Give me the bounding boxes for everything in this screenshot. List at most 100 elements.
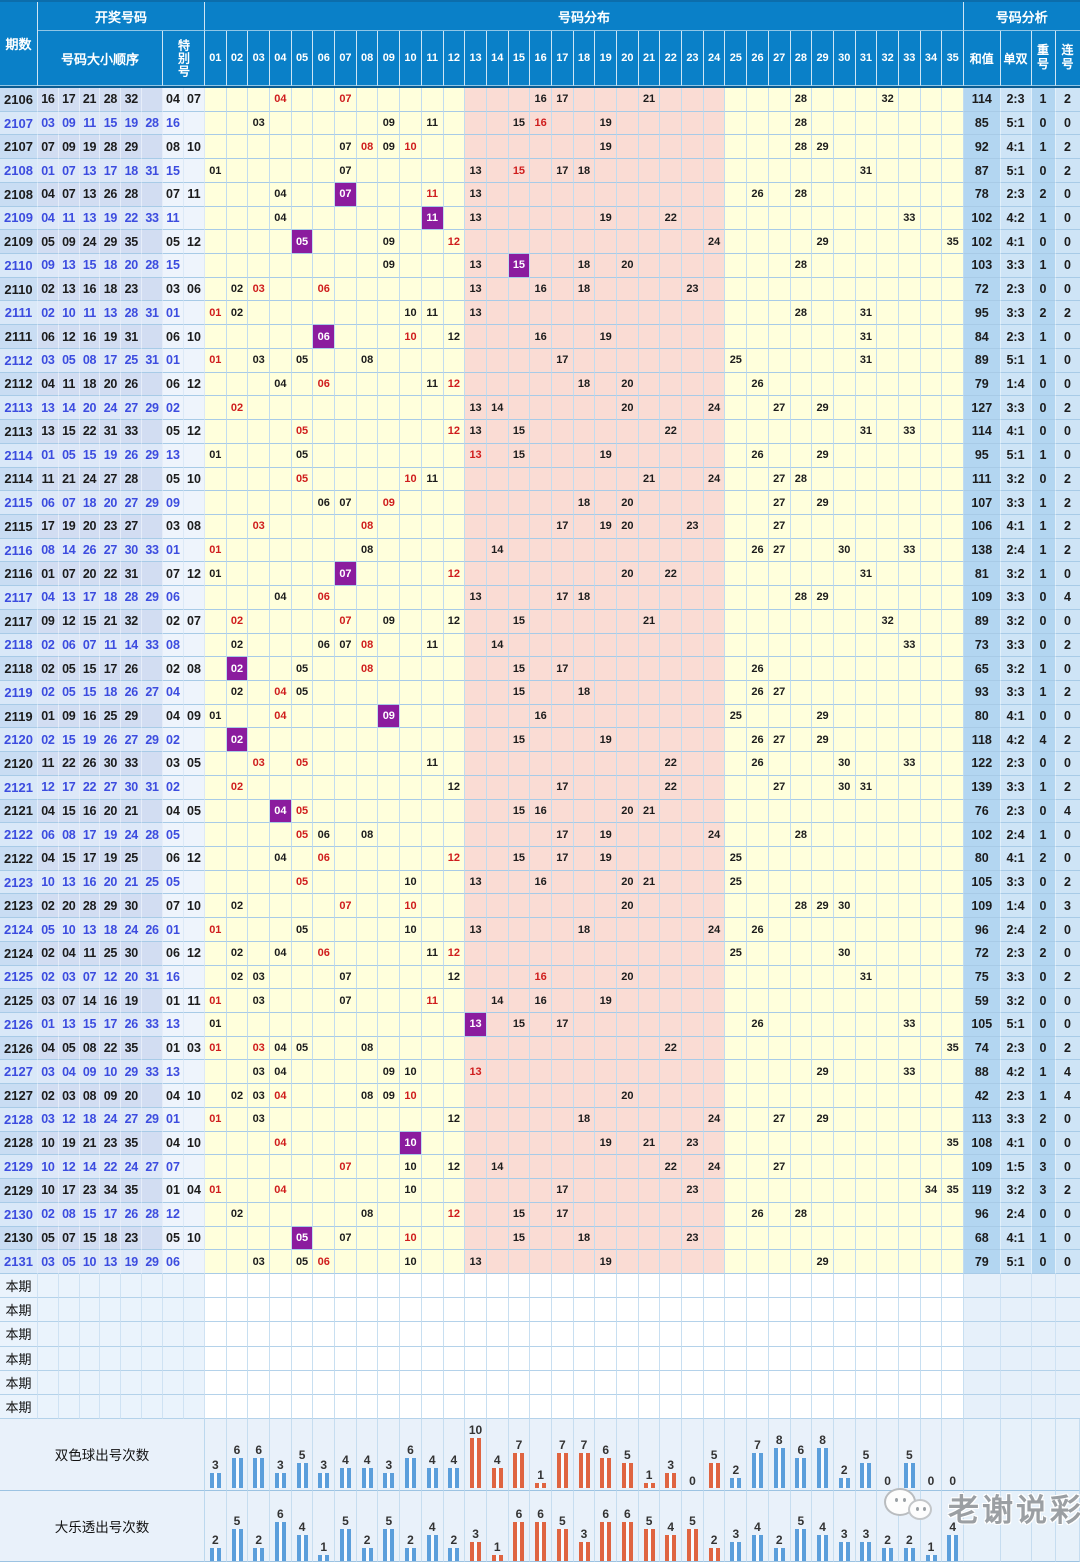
dist-cell-02: 02 xyxy=(226,775,249,800)
chart-bar-cell-27: 2 xyxy=(768,1490,791,1563)
special-cell xyxy=(183,206,205,231)
dist-cell-04 xyxy=(270,135,292,160)
dist-cell-29 xyxy=(812,1084,834,1108)
repeat-cell: 1 xyxy=(1031,538,1056,563)
dist-cell-07 xyxy=(335,206,357,231)
consecutive-cell: 0 xyxy=(1055,1107,1080,1132)
dist-cell-18 xyxy=(573,88,596,112)
dist-cell-14 xyxy=(486,775,509,800)
ball-cell xyxy=(142,941,163,966)
dist-cell-03: 03 xyxy=(248,1036,271,1061)
repeat-cell: 3 xyxy=(1031,1155,1056,1180)
dist-cell-05: 05 xyxy=(291,752,314,776)
dist-cell-08 xyxy=(356,372,379,397)
dist-cell-26: 26 xyxy=(747,680,769,705)
special-cell: 02 xyxy=(162,609,184,634)
dist-cell-19 xyxy=(595,182,618,207)
ball-cell: 14 xyxy=(58,396,80,421)
dist-column-header-06: 06 xyxy=(313,31,336,86)
dist-cell-35 xyxy=(942,111,965,136)
dist-cell-25 xyxy=(725,254,748,278)
sum-cell: 105 xyxy=(964,870,1001,895)
dist-cell-34 xyxy=(920,182,943,207)
dist-column-header-10: 10 xyxy=(400,31,422,86)
dist-cell-27 xyxy=(768,1298,791,1323)
ball-cell: 10 xyxy=(58,301,80,326)
dist-cell-29: 29 xyxy=(812,1060,834,1085)
dist-cell-08 xyxy=(356,941,379,966)
dist-cell-26 xyxy=(747,965,769,990)
dist-cell-29 xyxy=(812,1179,834,1203)
odd-even-cell: 4:1 xyxy=(1000,1226,1032,1251)
dist-cell-24 xyxy=(703,491,726,515)
dist-cell-18 xyxy=(573,1322,596,1347)
ball-cell: 13 xyxy=(58,586,80,610)
chart-bar-cell-18: 7 xyxy=(573,1419,596,1491)
dist-cell-13 xyxy=(465,941,487,966)
dist-cell-23 xyxy=(682,965,704,990)
period-cell: 2116 xyxy=(0,538,38,563)
chart-value-label: 5 xyxy=(710,1447,718,1462)
dist-cell-26 xyxy=(747,159,769,183)
dist-cell-06 xyxy=(313,230,336,255)
dist-cell-31 xyxy=(855,88,878,112)
dist-cell-27: 27 xyxy=(768,396,791,421)
ball-cell: 19 xyxy=(121,989,143,1014)
dist-cell-30 xyxy=(833,1060,856,1085)
ball-cell: 13 xyxy=(58,254,80,278)
repeat-cell: 1 xyxy=(1031,443,1056,468)
chart-bar-cell-33: 5 xyxy=(898,1419,921,1491)
chart-bar xyxy=(795,1528,807,1562)
special-cell: 06 xyxy=(162,372,184,397)
sum-cell: 68 xyxy=(964,1226,1001,1251)
dist-cell-08 xyxy=(356,467,379,492)
dist-cell-26 xyxy=(747,1036,769,1061)
dist-cell-35 xyxy=(942,514,965,539)
dist-cell-27: 27 xyxy=(768,538,791,563)
chart-bar-cell-06: 3 xyxy=(313,1419,336,1491)
dist-cell-09 xyxy=(378,1202,401,1227)
dist-cell-07: 07 xyxy=(335,1155,357,1180)
dist-cell-09: 09 xyxy=(378,111,401,136)
dist-cell-31 xyxy=(855,491,878,515)
ball-cell: 27 xyxy=(121,491,143,515)
dist-cell-18 xyxy=(573,514,596,539)
dist-cell-10 xyxy=(400,420,422,444)
ball-cell: 10 xyxy=(79,1250,101,1274)
dist-cell-15: 15 xyxy=(508,420,531,444)
dist-cell-33 xyxy=(898,1084,921,1108)
dist-cell-29 xyxy=(812,1394,834,1420)
dist-cell-06 xyxy=(313,775,336,800)
dist-cell-15 xyxy=(508,1155,531,1180)
dist-cell-30 xyxy=(833,254,856,278)
dist-cell-18 xyxy=(573,301,596,326)
dist-cell-12 xyxy=(443,443,466,468)
dist-cell-26 xyxy=(747,1131,769,1156)
chart-bar xyxy=(470,1541,482,1562)
dist-cell-01 xyxy=(204,633,227,658)
dist-cell-16 xyxy=(530,396,552,421)
dist-cell-09: 09 xyxy=(378,704,401,729)
dist-cell-07 xyxy=(335,1273,357,1299)
dist-cell-25 xyxy=(725,1013,748,1037)
sum-cell: 92 xyxy=(964,135,1001,160)
dist-cell-11: 11 xyxy=(421,633,444,658)
dist-cell-26 xyxy=(747,230,769,255)
chart-value-label: 6 xyxy=(797,1442,805,1457)
dist-cell-27 xyxy=(768,1202,791,1227)
dist-cell-24 xyxy=(703,1298,726,1323)
dist-cell-20: 20 xyxy=(617,514,639,539)
chart-bar-cell-18: 3 xyxy=(573,1490,596,1563)
chart-bar-cell-33: 2 xyxy=(898,1490,921,1563)
dist-cell-11: 11 xyxy=(421,206,444,231)
consecutive-cell: 2 xyxy=(1055,88,1080,112)
repeat-cell: 1 xyxy=(1031,514,1056,539)
dist-cell-18 xyxy=(573,609,596,634)
dist-cell-07: 07 xyxy=(335,562,357,587)
pending-row: 本期 xyxy=(0,1322,1080,1347)
dist-cell-30 xyxy=(833,1346,856,1371)
dist-cell-06 xyxy=(313,1107,336,1132)
dist-cell-25 xyxy=(725,609,748,634)
dist-cell-23 xyxy=(682,1107,704,1132)
table-row-2114-ssq: 2114 01 05 15 19 26 29 13 01 05 13 15 19 26 29 95 5:1 1 0 xyxy=(0,443,1080,468)
